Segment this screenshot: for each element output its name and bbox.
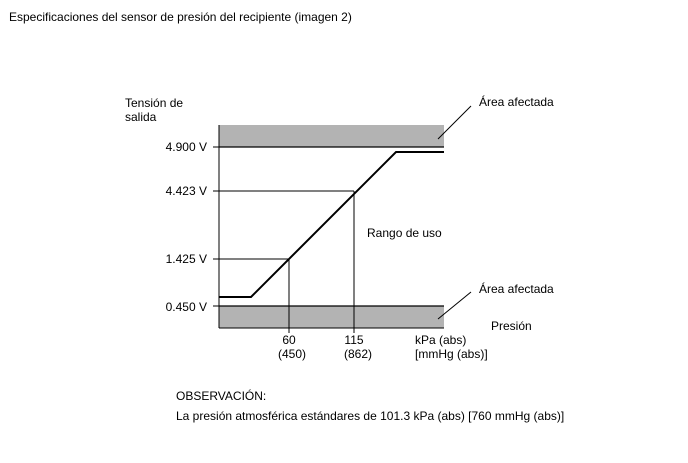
x-tick-label-mmhg: (450) [278, 347, 306, 361]
range-label: Rango de uso [367, 226, 442, 240]
x-tick-label-kpa: 60 [282, 333, 296, 347]
affected-band-bottom [219, 306, 444, 328]
y-tick-label: 0.450 V [166, 300, 207, 314]
x-unit-kpa: kPa (abs) [415, 333, 466, 347]
y-tick-label: 4.423 V [166, 184, 207, 198]
callout-leader-bottom [437, 291, 472, 320]
output-voltage-curve [219, 151, 444, 298]
x-axis-label: Presión [491, 319, 532, 333]
y-axis-label-line2: salida [125, 110, 157, 124]
x-tick-label-kpa: 115 [344, 333, 363, 347]
affected-area-label-bottom: Área afectada [479, 281, 554, 296]
callout-leader-top [437, 105, 472, 140]
y-axis-label-line1: Tensión de [125, 96, 183, 110]
y-tick-label: 1.425 V [166, 252, 207, 266]
affected-area-label-top: Área afectada [479, 94, 554, 109]
note-text: La presión atmosférica estándares de 101… [176, 409, 564, 423]
note-heading: OBSERVACIÓN: [176, 388, 266, 403]
x-unit-mmhg: [mmHg (abs)] [415, 347, 488, 361]
x-tick-label-mmhg: (862) [344, 347, 372, 361]
affected-band-top [219, 125, 444, 147]
figure-title: Especificaciones del sensor de presión d… [9, 10, 352, 24]
y-tick-label: 4.900 V [166, 140, 207, 154]
